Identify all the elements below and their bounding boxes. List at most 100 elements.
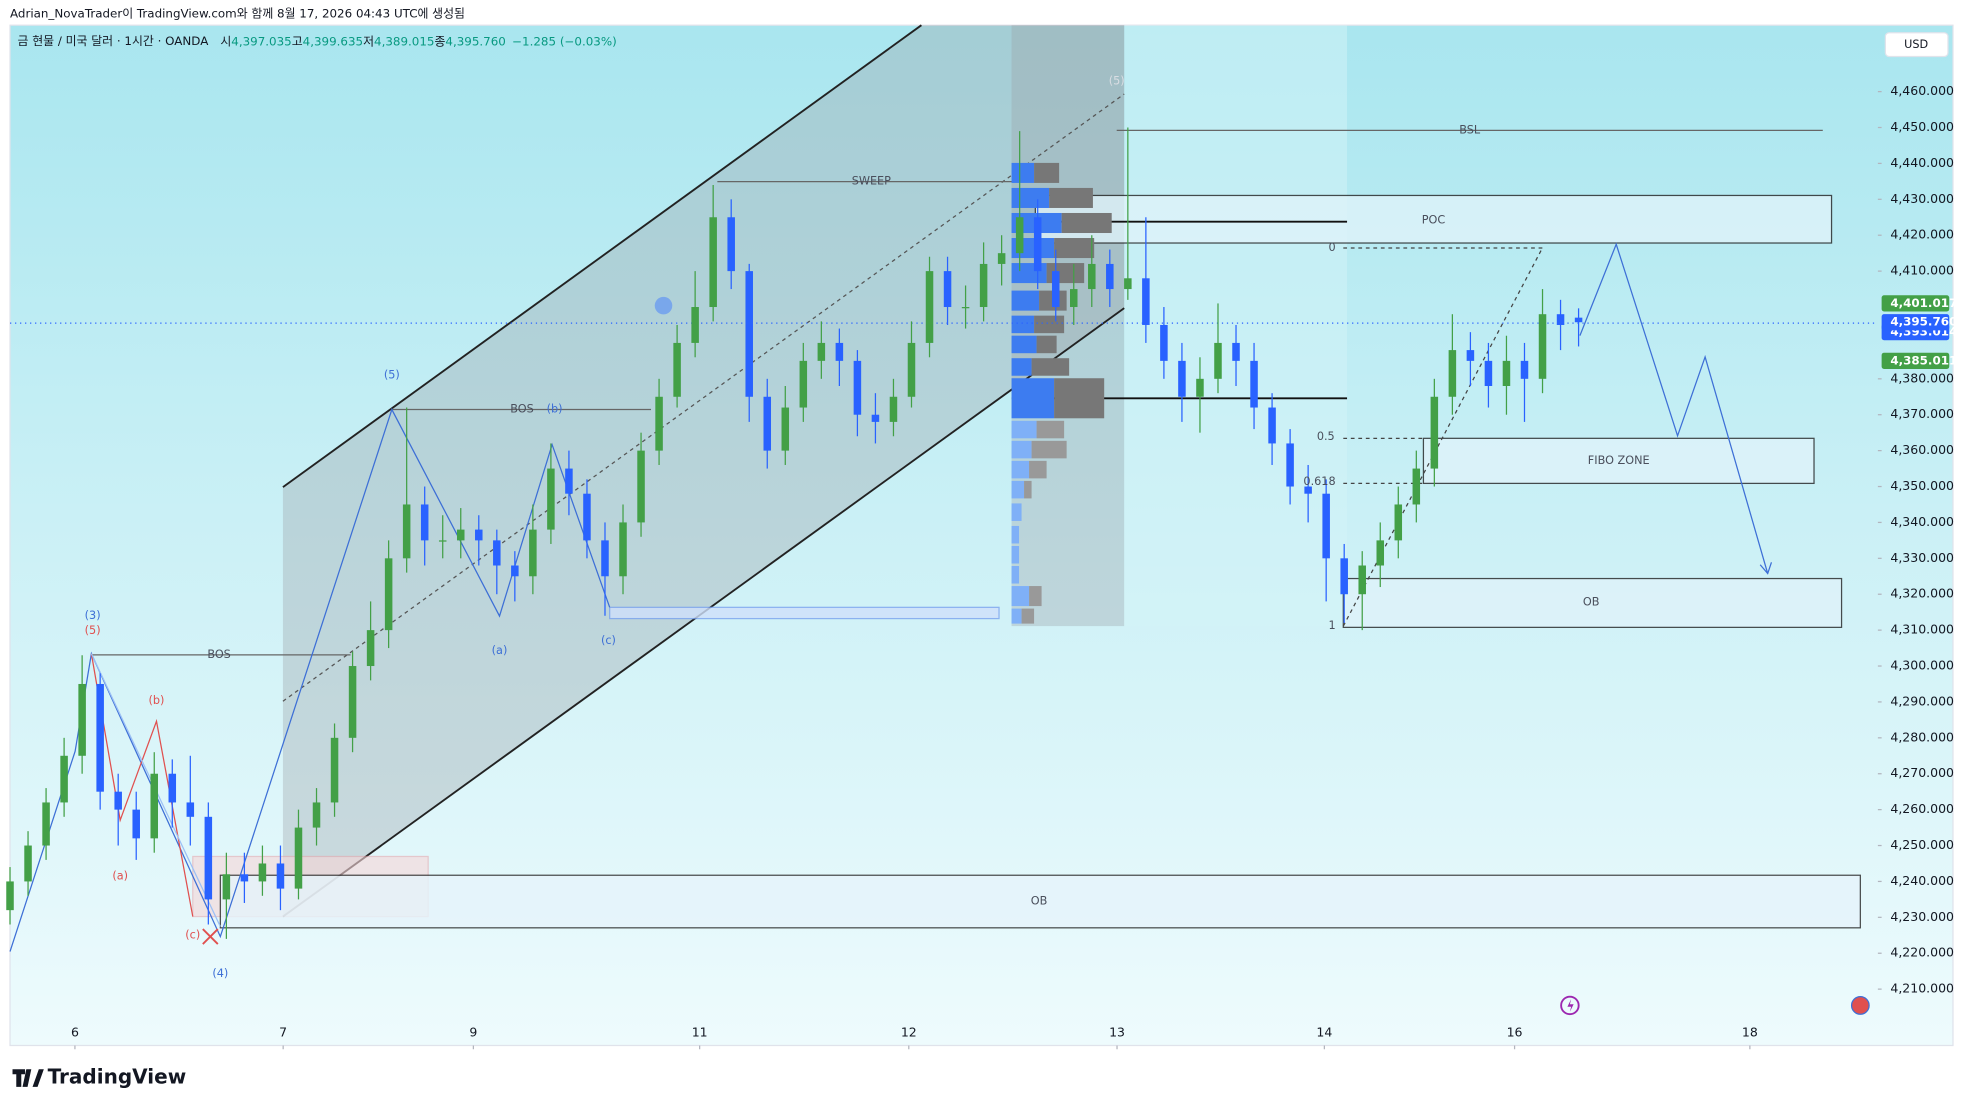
y-tick-label: 4,450.000: [1890, 119, 1954, 134]
annotation: (c): [185, 928, 200, 941]
candle-body: [330, 737, 339, 803]
candle-body: [1376, 540, 1385, 566]
candle-body: [1430, 396, 1439, 469]
candle-body: [1574, 317, 1583, 323]
candle-body: [709, 217, 717, 308]
currency: USD: [1904, 38, 1928, 51]
y-tick-label: 4,280.000: [1890, 729, 1954, 744]
y-tick-label: 4,440.000: [1890, 155, 1954, 170]
candle-body: [1502, 360, 1511, 386]
candle-body: [1178, 360, 1186, 397]
candle-body: [6, 881, 14, 911]
channel-mid: [282, 93, 1125, 702]
annotation: 0.5: [1317, 430, 1335, 443]
channel-upper: [282, 24, 922, 488]
bottom-icons: [1560, 995, 1870, 1016]
y-tick-label: 4,320.000: [1890, 586, 1954, 601]
x-tick-label: 11: [692, 1024, 708, 1039]
x-tick-label: 14: [1316, 1024, 1332, 1039]
candle-body: [1286, 443, 1294, 487]
candle-body: [979, 263, 988, 308]
x-tick-label: 9: [469, 1024, 477, 1039]
y-tick-label: 4,330.000: [1890, 550, 1954, 565]
x-tick-label: 13: [1109, 1024, 1125, 1039]
candle-body: [1358, 565, 1366, 595]
candle-body: [1340, 558, 1348, 595]
annotation: POC: [1422, 213, 1446, 226]
y-tick-label: 4,380.000: [1890, 370, 1954, 385]
candle-body: [1412, 468, 1421, 505]
candle-body: [925, 271, 934, 343]
annotation: BSL: [1459, 123, 1481, 136]
y-tick-label: 4,210.000: [1890, 981, 1954, 996]
candle-body: [1033, 217, 1042, 272]
candle-body: [583, 493, 591, 541]
candle-body: [1106, 263, 1114, 290]
candle-body: [294, 827, 303, 889]
x-tick-label: 18: [1742, 1024, 1758, 1039]
candle-body: [1304, 486, 1312, 494]
y-tick-label: 4,420.000: [1890, 227, 1954, 242]
y-tick-label: 4,270.000: [1890, 765, 1954, 780]
candle-body: [1394, 504, 1403, 541]
candle-body: [168, 773, 177, 803]
brand: TradingView: [48, 1065, 187, 1089]
candle-body: [817, 342, 826, 361]
candle-body: [24, 845, 32, 882]
annotation: BOS: [207, 648, 231, 661]
candle-body: [366, 630, 375, 667]
y-tick-label: 4,220.000: [1890, 945, 1954, 960]
candle-body: [781, 407, 790, 451]
candle-body: [1196, 378, 1204, 397]
y-tick-label: 4,370.000: [1890, 406, 1954, 421]
candle-body: [1124, 278, 1132, 290]
fibo-box: [1422, 437, 1815, 485]
candle-body: [799, 360, 808, 408]
candle-body: [727, 217, 735, 272]
liquidity-box: [609, 606, 1000, 620]
ohlc-part: 저: [363, 34, 374, 48]
candle-body: [547, 468, 555, 530]
candle-body: [565, 468, 573, 494]
candle-body: [240, 874, 249, 882]
annotation: (a): [492, 644, 508, 657]
y-tick-label: 4,250.000: [1890, 837, 1954, 852]
ohlc-part: −1.285 (−0.03%): [512, 34, 617, 48]
price-tag: [1881, 295, 1950, 312]
ob-box: [219, 874, 1861, 929]
candle-body: [204, 816, 213, 900]
annotation: 0: [1328, 241, 1335, 254]
candle-body: [493, 540, 501, 566]
ohlc-readout: 시4,397.035고4,399.635저4,389.015종4,395.760…: [220, 34, 616, 48]
credit: Adrian_NovaTrader이 TradingView.com와 함께 8…: [10, 6, 465, 20]
ohlc-part: 4,389.015: [374, 34, 434, 48]
candle-body: [1160, 324, 1168, 361]
candle-body: [511, 565, 519, 577]
ob-box: [1342, 577, 1843, 628]
candle-body: [1448, 350, 1457, 397]
cross-marker: [202, 928, 219, 945]
candle-body: [763, 396, 772, 451]
ohlc-part: 시: [220, 34, 231, 48]
candle-body: [655, 396, 663, 451]
annotation: (b): [547, 403, 563, 416]
fib-lines: [1342, 247, 1543, 627]
y-tick-label: 4,460.000: [1890, 83, 1954, 98]
y-tick-label: 4,260.000: [1890, 801, 1954, 816]
candle-body: [1484, 360, 1493, 386]
candle-body: [78, 683, 86, 756]
candle-body: [529, 529, 537, 577]
annotation: (a): [112, 869, 128, 882]
ohlc-part: 4,395.760: [445, 34, 505, 48]
candle-body: [150, 773, 159, 839]
annotation: (3): [85, 609, 101, 622]
candle-body: [943, 271, 952, 308]
volume-profile: [1011, 162, 1112, 624]
annotation: (4): [212, 967, 228, 980]
candle-body: [889, 396, 898, 422]
x-tick-label: 16: [1507, 1024, 1523, 1039]
candle-body: [1538, 314, 1547, 379]
candle-body: [1268, 407, 1276, 444]
candle-body: [456, 529, 465, 541]
